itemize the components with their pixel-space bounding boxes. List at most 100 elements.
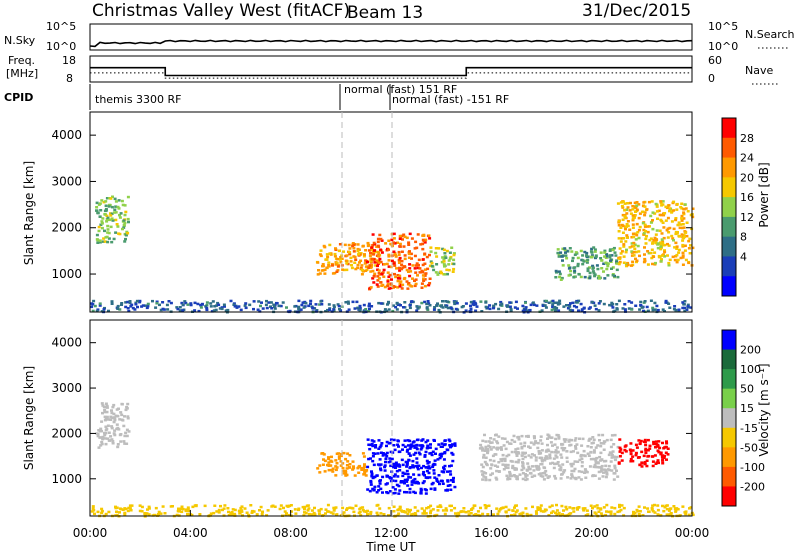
velocity-cell [527,465,531,469]
velocity-cell [384,457,388,461]
velocity-cell [405,478,409,481]
velocity-cell [534,440,538,443]
velocity-cell [103,410,107,414]
power-cell [237,305,241,308]
power-cell [378,257,382,261]
velocity-cell [448,470,452,473]
power-cell [454,307,458,311]
velocity-cell [294,512,298,515]
power-cell [98,304,102,307]
velocity-cell [565,450,569,453]
power-cell [420,286,424,289]
velocity-cell [92,509,96,512]
velocity-cell [412,440,416,443]
velocity-cell [487,504,491,507]
power-cell [169,301,173,305]
velocity-cell [406,512,410,516]
velocity-cell [515,452,519,455]
velocity-cell [653,454,657,457]
power-cell [585,251,589,255]
velocity-cell [109,435,113,438]
velocity-cell [540,463,544,466]
velocity-cell [372,488,376,491]
power-cell [452,253,456,257]
velocity-cell [554,454,558,457]
power-cell [682,212,686,216]
velocity-cell [602,448,606,451]
velocity-cell [631,449,635,452]
velocity-cell [572,469,576,473]
power-cell [632,244,636,248]
power-cell [568,305,572,308]
power-cell [398,269,402,272]
velocity-cell [598,439,601,442]
velocity-cell [265,514,269,517]
velocity-cell [341,506,345,510]
velocity-cell [391,492,395,495]
velocity-cell [667,509,671,512]
power-cell [126,232,130,235]
power-cell [421,270,425,274]
power-cell [244,302,248,305]
power-cell [553,307,556,311]
power-cell [181,303,185,306]
power-cell [372,251,375,254]
velocity-cell [539,439,543,442]
velocity-cell [638,463,642,467]
power-cell [551,305,555,308]
velocity-cell [96,510,100,514]
velocity-cell [493,453,497,456]
power-cell [577,299,581,303]
power-cell [425,302,429,306]
velocity-cell [483,449,487,452]
velocity-cell [588,465,592,468]
power-cell [313,307,317,310]
power-cell [443,273,447,276]
power-cell [319,254,323,258]
velocity-cell [684,512,688,516]
velocity-cell [105,415,109,419]
velocity-cell [440,445,444,448]
velocity-cell [666,453,670,456]
power-cell [628,246,632,249]
power-cell [436,302,439,305]
velocity-cell [334,468,338,472]
power-cell [265,306,269,310]
velocity-cell [366,488,370,491]
power-cell [624,227,627,231]
velocity-cell [514,510,518,514]
power-cell [405,280,409,283]
power-cell [619,226,623,229]
power-cell [622,245,626,248]
velocity-cell [147,507,151,510]
velocity-cell [537,465,540,468]
power-cell [371,269,375,273]
power-cell [380,273,384,276]
power-cell [415,262,419,265]
power-cell [643,246,646,249]
velocity-cell [528,446,532,449]
power-cell [301,301,305,304]
velocity-cell [370,470,373,473]
power-cell [615,268,619,272]
power-cell [682,217,686,220]
power-cell [356,306,360,310]
velocity-cell [138,509,142,513]
velocity-cell [109,415,113,419]
velocity-cell [250,509,254,513]
power-cell [428,253,431,257]
velocity-cell [487,440,491,443]
power-cell [111,195,114,198]
velocity-cell [631,459,635,463]
velocity-cell [283,510,287,513]
power-cell [413,284,417,288]
power-cell [571,309,575,312]
power-cell [356,249,360,253]
freq-panel [89,55,693,83]
velocity-cell [377,447,381,450]
power-cell [432,308,436,311]
velocity-cell [602,442,606,445]
power-cell [621,206,625,209]
power-cell [625,225,628,228]
velocity-cell [665,440,668,443]
